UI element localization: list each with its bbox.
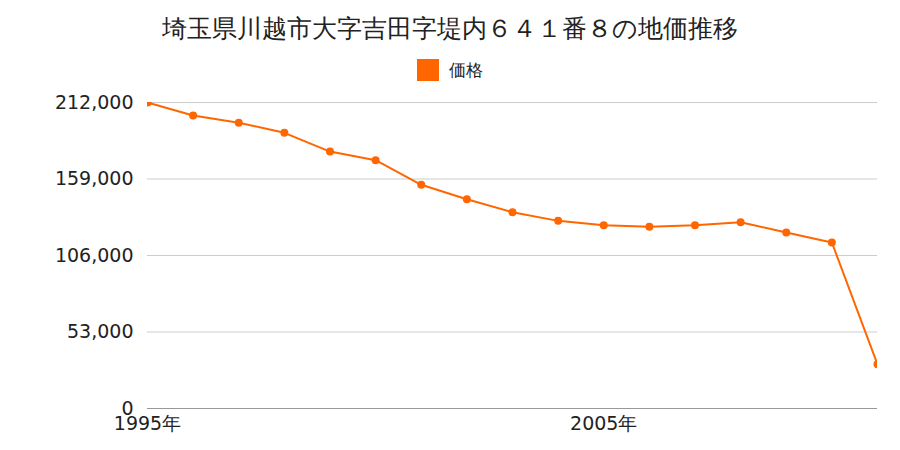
svg-text:1995年: 1995年 — [114, 412, 181, 434]
svg-text:53,000: 53,000 — [67, 320, 133, 342]
svg-text:212,000: 212,000 — [55, 91, 134, 113]
svg-text:106,000: 106,000 — [55, 244, 134, 266]
html-text:価格: 価格 — [449, 59, 483, 80]
html-text:埼玉県川越市大字吉田字堤内６４１番８の地価推移: 埼玉県川越市大字吉田字堤内６４１番８の地価推移 — [162, 14, 738, 43]
svg-text:0: 0 — [121, 396, 134, 419]
svg-text:159,000: 159,000 — [55, 167, 134, 189]
svg-text:2005年: 2005年 — [570, 412, 637, 434]
